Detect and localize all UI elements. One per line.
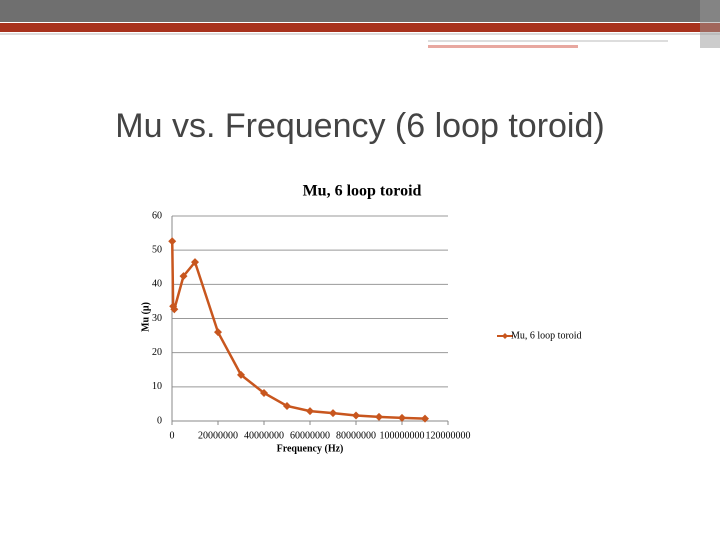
y-tick-label: 10	[152, 381, 162, 392]
point-marker	[260, 388, 268, 397]
point-marker	[168, 237, 177, 246]
point-marker	[329, 409, 337, 418]
x-tick-label: 80000000	[336, 430, 376, 441]
y-tick-label: 50	[152, 244, 162, 255]
point-marker	[237, 370, 245, 379]
legend-marker	[502, 333, 508, 339]
slide-title: Mu vs. Frequency (6 loop toroid)	[115, 107, 604, 145]
accent-band	[0, 23, 720, 32]
y-tick-label: 0	[157, 415, 162, 426]
corner-accent	[700, 0, 720, 48]
point-marker	[214, 328, 222, 337]
y-axis-label: Mu (μ)	[140, 302, 151, 332]
x-tick-label: 100000000	[380, 430, 425, 441]
y-tick-label: 60	[152, 210, 162, 221]
x-tick-label: 40000000	[244, 430, 284, 441]
y-tick-label: 20	[152, 347, 162, 358]
x-tick-label: 120000000	[426, 430, 471, 441]
accent-line	[428, 45, 578, 48]
legend-label: Mu, 6 loop toroid	[511, 330, 582, 341]
point-marker	[352, 411, 360, 420]
chart-title: Mu, 6 loop toroid	[303, 183, 422, 200]
accent-line	[428, 40, 668, 42]
top-band	[0, 0, 720, 22]
point-marker	[170, 305, 179, 314]
series-line	[170, 241, 426, 420]
point-marker	[375, 412, 383, 421]
point-marker	[306, 407, 314, 416]
x-axis-label: Frequency (Hz)	[277, 443, 344, 454]
point-marker	[283, 401, 291, 410]
accent-line	[0, 33, 720, 35]
point-marker	[421, 414, 429, 423]
y-tick-label: 40	[152, 279, 162, 290]
x-tick-label: 0	[170, 430, 175, 441]
point-marker	[191, 258, 199, 267]
point-marker	[398, 413, 406, 422]
y-tick-label: 30	[152, 313, 162, 324]
point-marker	[179, 272, 188, 281]
x-tick-label: 60000000	[290, 430, 330, 441]
x-tick-label: 20000000	[198, 430, 238, 441]
